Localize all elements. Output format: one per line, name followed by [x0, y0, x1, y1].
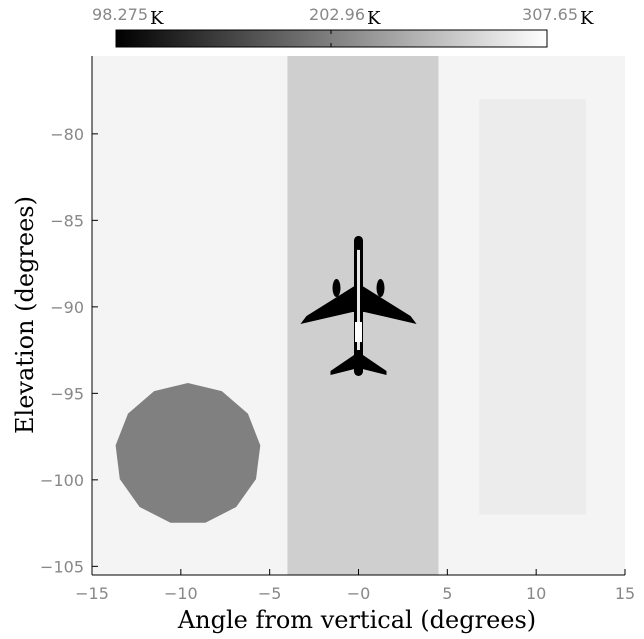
colorbar-mid-label: 202.96 — [309, 5, 365, 24]
y-tick-label: −90 — [50, 298, 84, 317]
y-tick-label: −105 — [40, 557, 84, 576]
colorbar-max-label: 307.65 — [522, 5, 578, 24]
y-tick-label: −85 — [50, 211, 84, 230]
colorbar: 98.275 K 202.96 K 307.65 K — [92, 5, 594, 48]
scene-rectangle — [479, 99, 586, 515]
scene-polygon-disc — [115, 383, 261, 523]
aircraft-silhouette — [300, 235, 417, 376]
y-axis-ticks: −80 −85 −90 −95 −100 −105 — [40, 125, 98, 576]
colorbar-min-unit: K — [150, 8, 164, 29]
colorbar-max-unit: K — [580, 8, 594, 29]
plot-area — [92, 56, 625, 575]
aircraft-engine — [376, 279, 385, 297]
x-tick-label: 15 — [615, 584, 635, 603]
y-tick-label: −100 — [40, 471, 84, 490]
x-tick-label: −15 — [75, 584, 109, 603]
colorbar-min-label: 98.275 — [92, 5, 148, 24]
aircraft-fuselage-highlight — [357, 249, 360, 350]
aircraft-fuselage-hot-spot — [355, 322, 362, 342]
aircraft-engine — [332, 279, 341, 297]
y-tick-label: −80 — [50, 125, 84, 144]
x-tick-label: −5 — [258, 584, 282, 603]
x-axis-ticks: −15 −10 −5 −0 5 10 15 — [75, 569, 635, 603]
colorbar-mid-unit: K — [367, 8, 381, 29]
y-tick-label: −95 — [50, 384, 84, 403]
x-tick-label: −10 — [164, 584, 198, 603]
x-tick-label: 5 — [442, 584, 452, 603]
x-axis-title: Angle from vertical (degrees) — [177, 606, 536, 634]
x-tick-label: 10 — [526, 584, 546, 603]
y-axis-title: Elevation (degrees) — [11, 196, 39, 434]
x-tick-label: −0 — [347, 584, 371, 603]
